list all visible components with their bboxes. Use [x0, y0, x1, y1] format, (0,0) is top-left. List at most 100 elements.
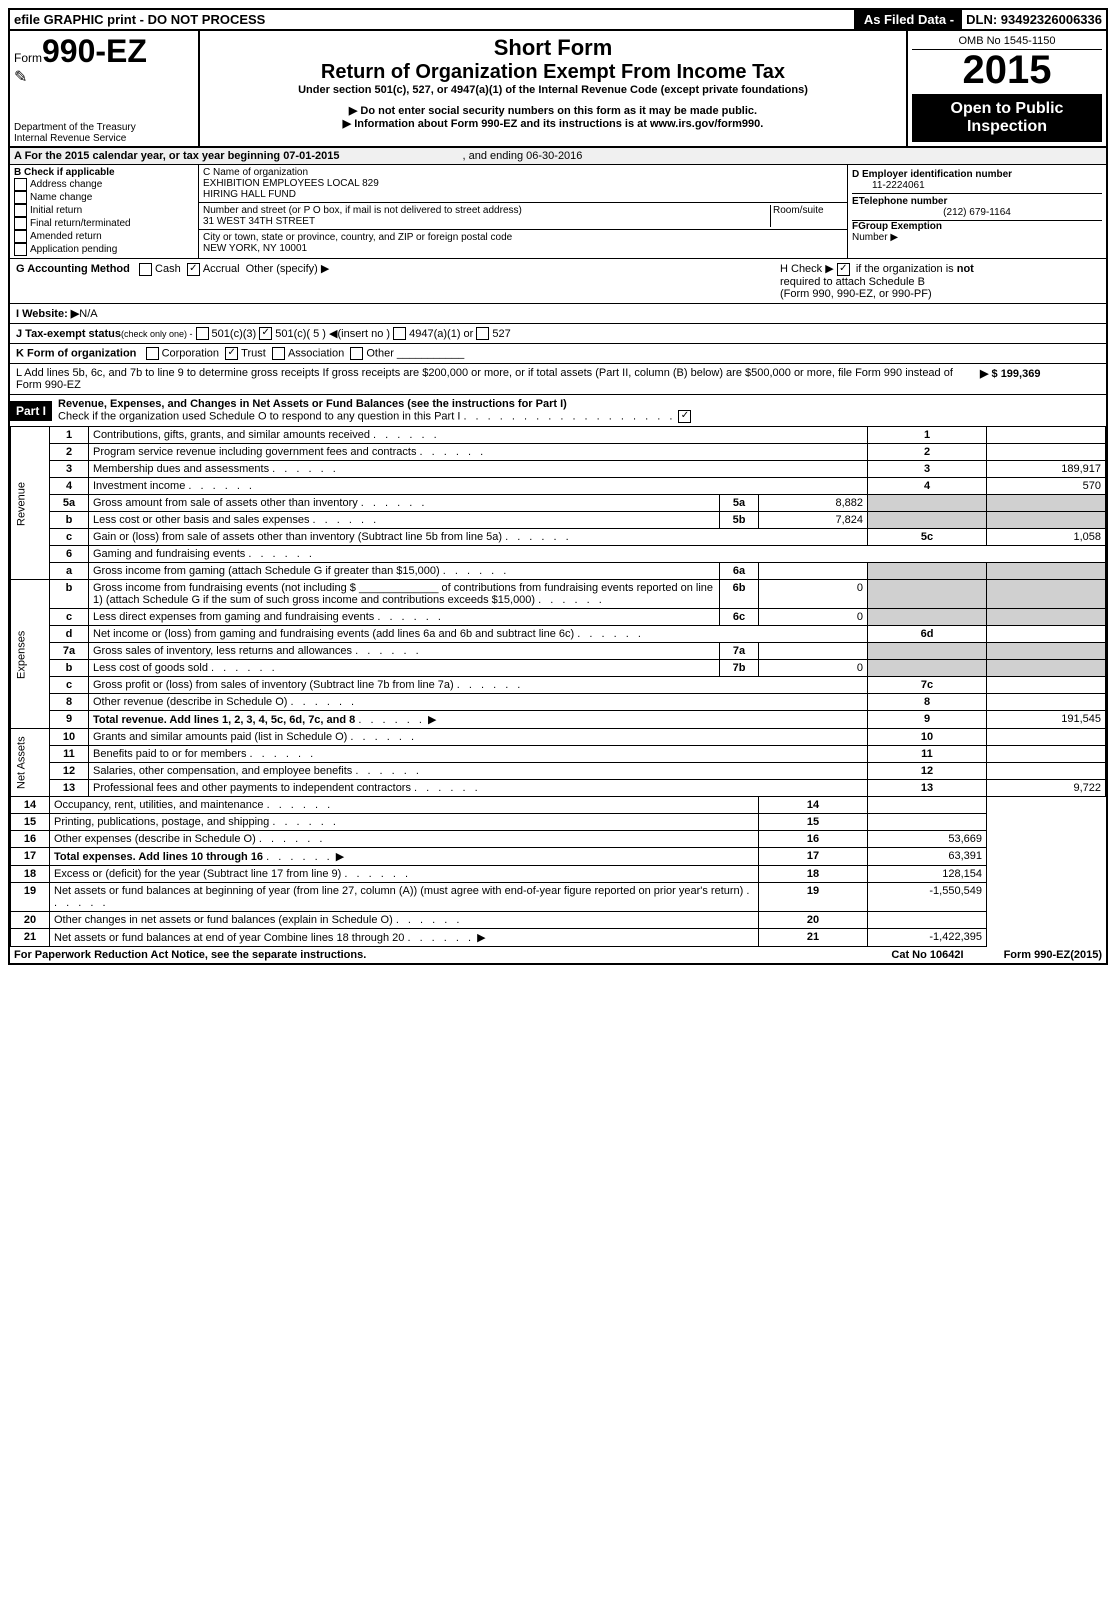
- line-desc: Net assets or fund balances at end of ye…: [50, 929, 759, 947]
- info-line: ▶ Information about Form 990-EZ and its …: [204, 117, 902, 130]
- chk-amended[interactable]: [14, 230, 27, 243]
- title-short: Short Form: [204, 35, 902, 61]
- chk-name[interactable]: [14, 191, 27, 204]
- chk-501c[interactable]: ✓: [259, 327, 272, 340]
- chk-4947[interactable]: [393, 327, 406, 340]
- topbar-mid: As Filed Data -: [856, 10, 962, 29]
- f-number: Number ▶: [852, 232, 898, 243]
- dept-treasury: Department of the Treasury: [14, 122, 136, 133]
- line-desc: Other changes in net assets or fund bala…: [50, 912, 759, 929]
- form-990ez: efile GRAPHIC print - DO NOT PROCESS As …: [8, 8, 1108, 965]
- line-desc: Gain or (loss) from sale of assets other…: [89, 529, 868, 546]
- header: Form990-EZ ✎ Department of the Treasury …: [10, 31, 1106, 148]
- chk-initial[interactable]: [14, 204, 27, 217]
- line-num: b: [50, 580, 89, 609]
- dept-irs: Internal Revenue Service: [14, 133, 136, 144]
- right-val: [987, 427, 1106, 444]
- chk-pending[interactable]: [14, 243, 27, 256]
- chk-final[interactable]: [14, 217, 27, 230]
- line-desc: Less cost or other basis and sales expen…: [89, 512, 720, 529]
- right-val: 1,058: [987, 529, 1106, 546]
- line-c: cGain or (loss) from sale of assets othe…: [11, 529, 1106, 546]
- chk-trust[interactable]: ✓: [225, 347, 238, 360]
- line-num: 14: [11, 797, 50, 814]
- chk-address[interactable]: [14, 178, 27, 191]
- sidelabel-net: Net Assets: [11, 729, 50, 797]
- sub-val: [759, 643, 868, 660]
- c-name-label: C Name of organization: [203, 167, 308, 178]
- line-num: 18: [11, 866, 50, 883]
- chk-corp[interactable]: [146, 347, 159, 360]
- dept: Department of the Treasury Internal Reve…: [14, 122, 136, 144]
- right-num: 11: [868, 746, 987, 763]
- right-num: 20: [759, 912, 868, 929]
- chk-501c3[interactable]: [196, 327, 209, 340]
- right-num: 7c: [868, 677, 987, 694]
- right-val: 570: [987, 478, 1106, 495]
- line-13: 13Professional fees and other payments t…: [11, 780, 1106, 797]
- line-num: 12: [50, 763, 89, 780]
- right-num: 13: [868, 780, 987, 797]
- irs-link[interactable]: www.irs.gov/form990: [650, 118, 760, 130]
- right-val: [987, 694, 1106, 711]
- chk-h[interactable]: ✓: [837, 263, 850, 276]
- line-desc: Program service revenue including govern…: [89, 444, 868, 461]
- right-num: 2: [868, 444, 987, 461]
- right-val: 128,154: [868, 866, 987, 883]
- chk-accrual[interactable]: ✓: [187, 263, 200, 276]
- sub-num: 6a: [720, 563, 759, 580]
- chk-527[interactable]: [476, 327, 489, 340]
- right-num: 6d: [868, 626, 987, 643]
- part-i-table: Revenue1Contributions, gifts, grants, an…: [10, 426, 1106, 947]
- sub-num: 7b: [720, 660, 759, 677]
- right-val: [868, 814, 987, 831]
- sub-val: 7,824: [759, 512, 868, 529]
- right-val: 189,917: [987, 461, 1106, 478]
- right-num: 4: [868, 478, 987, 495]
- topbar-dln: DLN: 93492326006336: [962, 10, 1106, 29]
- line-num: c: [50, 529, 89, 546]
- chk-cash[interactable]: [139, 263, 152, 276]
- line-num: 2: [50, 444, 89, 461]
- org-city: NEW YORK, NY 10001: [203, 243, 307, 254]
- line-num: 17: [11, 848, 50, 866]
- sub-val: 0: [759, 580, 868, 609]
- line-num: b: [50, 660, 89, 677]
- right-num: 18: [759, 866, 868, 883]
- line-num: 11: [50, 746, 89, 763]
- row-a: A For the 2015 calendar year, or tax yea…: [10, 148, 1106, 165]
- line-num: 5a: [50, 495, 89, 512]
- open-inspection: Open to Public Inspection: [912, 94, 1102, 142]
- line-desc: Total expenses. Add lines 10 through 16 …: [50, 848, 759, 866]
- line-12: 12Salaries, other compensation, and empl…: [11, 763, 1106, 780]
- line-21: 21Net assets or fund balances at end of …: [11, 929, 1106, 947]
- sub-val: 0: [759, 660, 868, 677]
- line-15: 15Printing, publications, postage, and s…: [11, 814, 1106, 831]
- part-i-check: Check if the organization used Schedule …: [58, 411, 460, 423]
- line-3: 3Membership dues and assessments . . . .…: [11, 461, 1106, 478]
- line-num: 7a: [50, 643, 89, 660]
- right-val: 63,391: [868, 848, 987, 866]
- right-num: 19: [759, 883, 868, 912]
- line-l: L Add lines 5b, 6c, and 7b to line 9 to …: [10, 364, 1106, 395]
- chk-assoc[interactable]: [272, 347, 285, 360]
- right-num: 10: [868, 729, 987, 746]
- chk-other-org[interactable]: [350, 347, 363, 360]
- right-val: 53,669: [868, 831, 987, 848]
- right-num: 1: [868, 427, 987, 444]
- line-desc: Gross amount from sale of assets other t…: [89, 495, 720, 512]
- right-val: [987, 746, 1106, 763]
- sub-num: 5b: [720, 512, 759, 529]
- chk-part-i[interactable]: ✓: [678, 410, 691, 423]
- right-num: 15: [759, 814, 868, 831]
- line-desc: Investment income . . . . . .: [89, 478, 868, 495]
- footer: For Paperwork Reduction Act Notice, see …: [10, 947, 1106, 963]
- line-num: d: [50, 626, 89, 643]
- line-b: bLess cost or other basis and sales expe…: [11, 512, 1106, 529]
- i-label: I Website: ▶: [16, 308, 79, 320]
- line-desc: Net assets or fund balances at beginning…: [50, 883, 759, 912]
- line-desc: Gross profit or (loss) from sales of inv…: [89, 677, 868, 694]
- line-6: 6Gaming and fundraising events . . . . .…: [11, 546, 1106, 563]
- line-11: 11Benefits paid to or for members . . . …: [11, 746, 1106, 763]
- ein: 11-2224061: [872, 180, 925, 191]
